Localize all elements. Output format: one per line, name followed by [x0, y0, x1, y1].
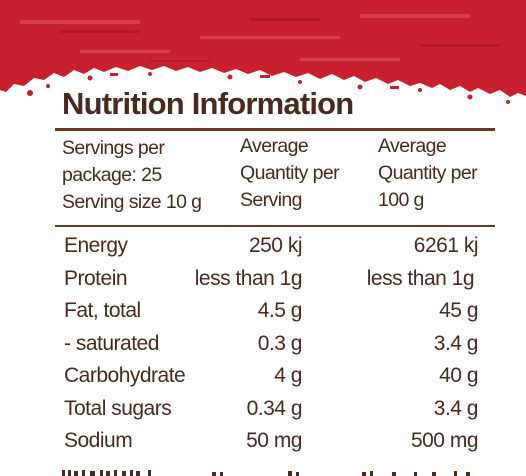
nutrient-name: Sodium: [64, 429, 133, 452]
per-serving-value: 4 g: [274, 364, 302, 387]
per-100g-value: 40 g: [439, 364, 478, 387]
nutrient-name: Total sugars: [64, 396, 172, 420]
nutrient-name: Protein: [64, 266, 128, 290]
per-serving-value: 0.34 g: [246, 396, 303, 420]
per-100g-value: 45 g: [439, 299, 478, 322]
cut-off-text-fragment: [62, 470, 470, 476]
per-100g-value: 500 mg: [410, 429, 479, 452]
header-servings-line: Servings per: [62, 137, 165, 159]
header-servings-line: Serving size 10 g: [62, 191, 202, 213]
header-per-serving-line: Serving: [240, 189, 303, 211]
nutrient-name: Energy: [64, 234, 128, 257]
header-servings-line: package: 25: [62, 164, 162, 186]
header-per-serving-line: Quantity per: [240, 162, 340, 184]
nutrient-row-fat-total: Fat, total 4.5 g 45 g: [0, 299, 526, 332]
nutrient-row-sodium: Sodium 50 mg 500 mg: [0, 429, 526, 462]
per-serving-value: less than 1g: [194, 266, 303, 290]
header-per-serving-line: Average: [240, 135, 309, 157]
per-serving-value: 0.3 g: [257, 331, 303, 355]
per-serving-value: 4.5 g: [257, 299, 303, 322]
nutrient-rows: Energy 250 kj 6261 kj Protein less than …: [0, 234, 526, 462]
header-divider: [55, 225, 495, 227]
header-per-100g: Average Quantity per 100 g: [378, 133, 478, 214]
header-per-100g-line: Average: [378, 135, 447, 157]
nutrient-name: - saturated: [64, 331, 159, 355]
nutrient-row-protein: Protein less than 1g less than 1g: [0, 267, 526, 300]
per-100g-value: 6261 kj: [413, 234, 479, 257]
header-per-100g-line: 100 g: [378, 189, 424, 211]
top-divider: [55, 128, 495, 131]
header-per-serving: Average Quantity per Serving: [240, 133, 340, 214]
nutrient-name: Carbohydrate: [64, 364, 186, 387]
header-servings: Servings per package: 25 Serving size 10…: [62, 135, 202, 216]
label-title: Nutrition Information: [62, 86, 354, 121]
per-100g-value: 3.4 g: [433, 396, 479, 420]
nutrient-row-saturated: - saturated 0.3 g 3.4 g: [0, 332, 526, 365]
nutrient-row-energy: Energy 250 kj 6261 kj: [0, 234, 526, 267]
per-100g-value: 3.4 g: [433, 331, 479, 355]
red-brush-banner: [0, 0, 526, 104]
header-per-100g-line: Quantity per: [378, 162, 478, 184]
nutrient-row-carbohydrate: Carbohydrate 4 g 40 g: [0, 364, 526, 397]
per-100g-value: less than 1g: [366, 266, 475, 290]
per-serving-value: 250 kj: [248, 234, 303, 257]
per-serving-value: 50 mg: [246, 429, 302, 452]
nutrient-row-total-sugars: Total sugars 0.34 g 3.4 g: [0, 397, 526, 430]
nutrient-name: Fat, total: [64, 299, 141, 322]
